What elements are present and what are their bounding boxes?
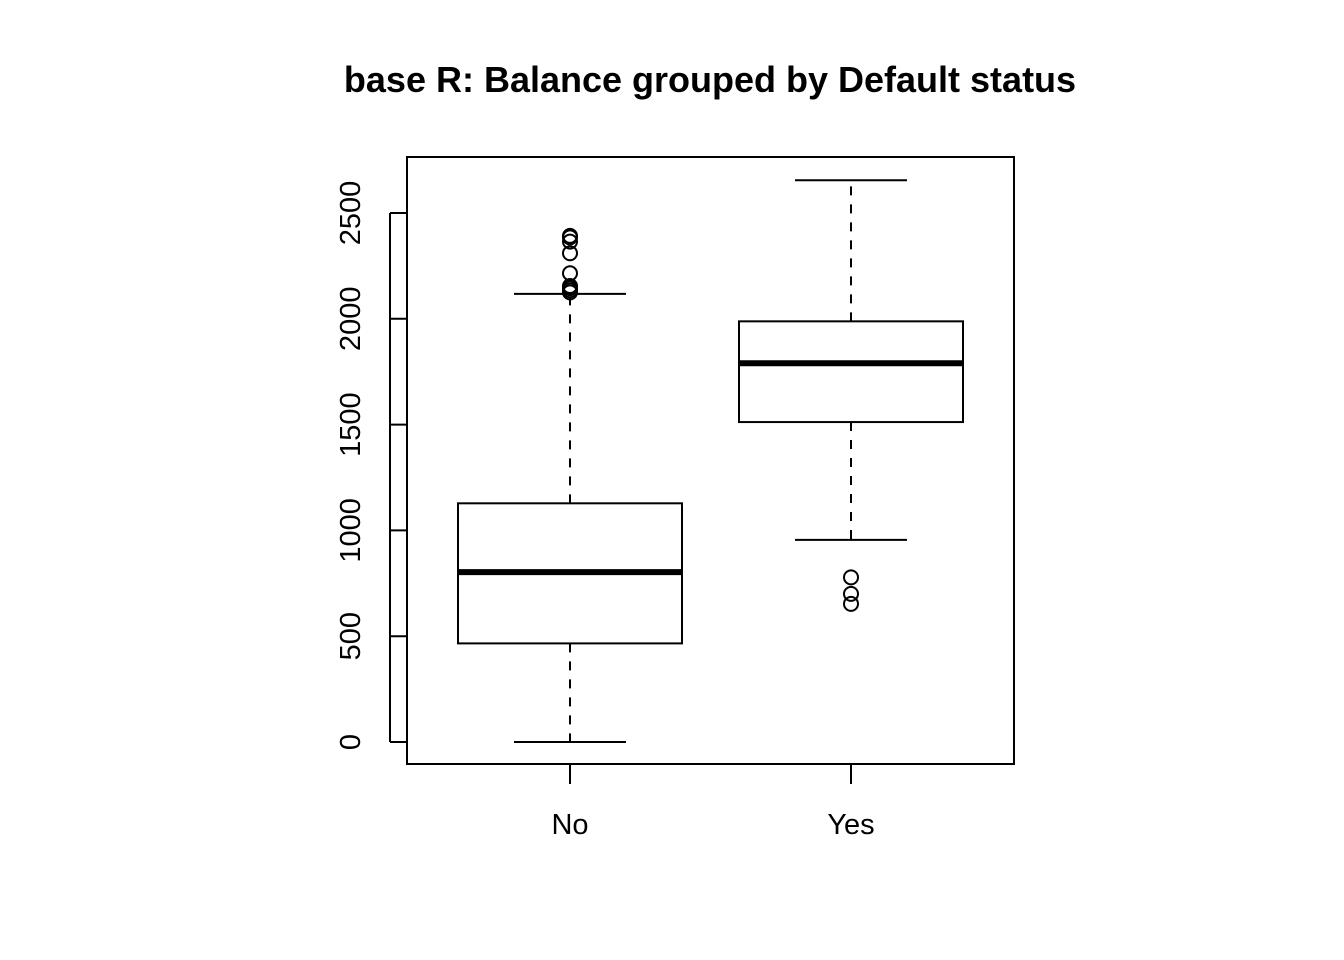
outlier-point [562,278,578,295]
outlier-point [843,585,859,602]
box-iqr [738,320,964,424]
y-tick-label: 2500 [335,181,367,246]
y-tick-label: 0 [335,734,367,750]
plot-frame [406,156,1015,765]
x-tick-label: No [551,809,588,841]
outlier-point [562,233,578,250]
y-tick-label: 2000 [335,287,367,352]
outlier-point [562,245,578,262]
outlier-point [562,265,578,282]
outlier-point [562,227,578,244]
x-tick-label: Yes [827,809,874,841]
outlier-point [843,569,859,586]
y-tick-label: 1500 [335,392,367,457]
outlier-point [843,595,859,612]
y-tick-label: 1000 [335,498,367,563]
chart-title: base R: Balance grouped by Default statu… [343,59,1077,100]
y-tick-label: 500 [335,612,367,660]
